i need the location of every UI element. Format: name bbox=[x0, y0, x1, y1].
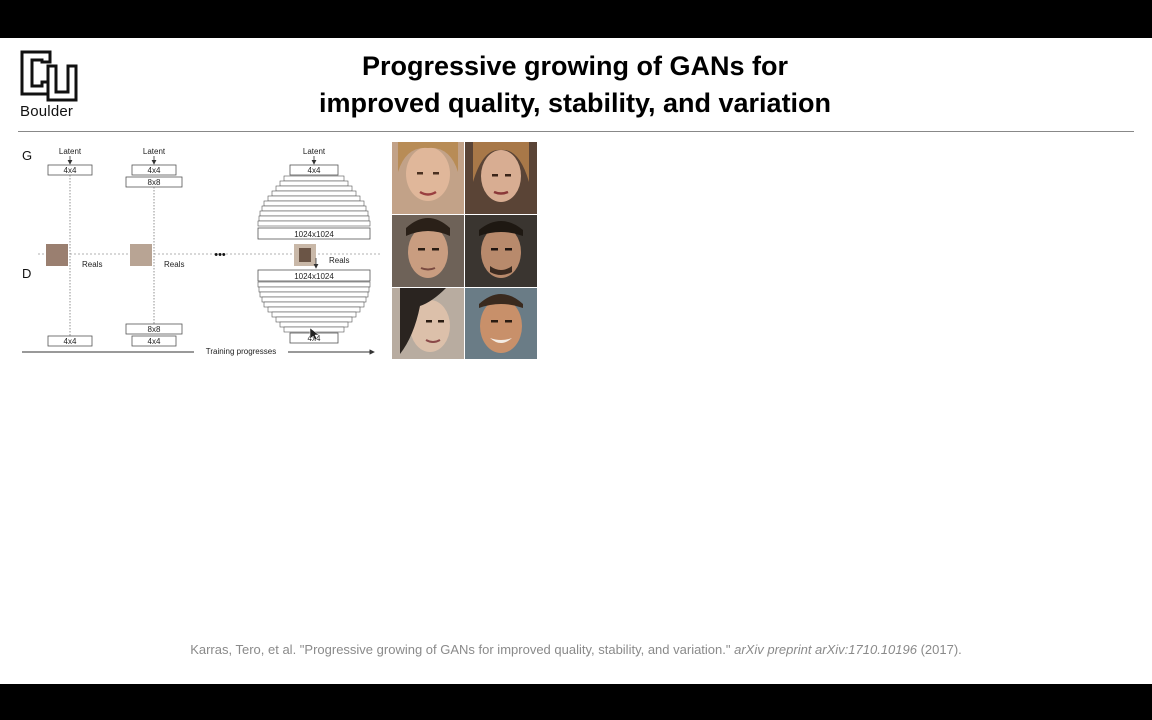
d-block-8x8-col2 bbox=[125, 323, 183, 335]
g-block-1024-col3-label: 1024x1024 bbox=[294, 230, 334, 239]
title-line-1: Progressive growing of GANs for bbox=[361, 51, 789, 81]
g-block-4x4-col3-label: 4x4 bbox=[308, 166, 321, 175]
d-shrinking-layers bbox=[257, 281, 371, 333]
g-block-4x4-col1-label: 4x4 bbox=[64, 166, 77, 175]
d-block-8x8-col2-label: 8x8 bbox=[148, 325, 161, 334]
label-d: D bbox=[22, 266, 31, 281]
d-block-4x4-col2 bbox=[131, 335, 177, 347]
mouse-cursor-icon bbox=[309, 327, 320, 341]
citation: Karras, Tero, et al. "Progressive growin… bbox=[0, 642, 1152, 657]
d-block-4x4-col1 bbox=[47, 335, 93, 347]
d-block-4x4-col2-label: 4x4 bbox=[148, 337, 161, 346]
face-6 bbox=[465, 288, 537, 359]
letterbox-bottom bbox=[0, 684, 1152, 720]
title-divider bbox=[18, 131, 1134, 132]
reals-label-col3: Reals bbox=[329, 256, 349, 265]
g-block-8x8-col2-label: 8x8 bbox=[148, 178, 161, 187]
generated-faces-grid bbox=[392, 142, 537, 359]
d-block-4x4-col1-label: 4x4 bbox=[64, 337, 77, 346]
g-block-4x4-col3 bbox=[289, 164, 339, 176]
training-label-bg bbox=[194, 346, 288, 357]
letterbox-top bbox=[0, 0, 1152, 38]
citation-authors: Karras, Tero, et al. "Progressive growin… bbox=[190, 642, 731, 657]
latent-label-2: Latent bbox=[143, 147, 166, 156]
title-line-2: improved quality, stability, and variati… bbox=[318, 88, 832, 118]
g-block-1024-col3 bbox=[257, 227, 371, 240]
citation-venue: arXiv preprint arXiv:1710.10196 bbox=[734, 642, 917, 657]
d-block-1024-col3-label: 1024x1024 bbox=[294, 272, 334, 281]
ellipsis: ••• bbox=[214, 249, 226, 261]
generated-thumb-col1 bbox=[46, 244, 68, 266]
slide: Boulder Progressive growing of GANs for … bbox=[0, 38, 1152, 684]
citation-year: (2017). bbox=[920, 642, 962, 657]
face-1 bbox=[392, 142, 464, 214]
reals-label-col2: Reals bbox=[164, 260, 184, 269]
reals-label-col1: Reals bbox=[82, 260, 102, 269]
latent-label-1: Latent bbox=[59, 147, 82, 156]
face-5 bbox=[392, 288, 464, 359]
face-2 bbox=[465, 142, 537, 214]
slide-title: Progressive growing of GANs for improved… bbox=[160, 48, 990, 122]
g-block-4x4-col2-label: 4x4 bbox=[148, 166, 161, 175]
generated-thumb-col2 bbox=[130, 244, 152, 266]
logo-label: Boulder bbox=[20, 103, 74, 120]
cu-logo-icon bbox=[20, 50, 78, 102]
d-block-1024-col3 bbox=[257, 269, 371, 282]
latent-label-3: Latent bbox=[303, 147, 326, 156]
progressive-gan-diagram: G D Latent 4x4 Reals 4x4 Latent 4x4 8x8 … bbox=[22, 147, 380, 357]
face-3 bbox=[392, 215, 464, 287]
generated-thumb-col3-face bbox=[299, 248, 311, 262]
g-growing-layers bbox=[257, 175, 371, 227]
training-progresses-label: Training progresses bbox=[206, 347, 276, 356]
g-block-4x4-col2 bbox=[131, 164, 177, 176]
label-g: G bbox=[22, 148, 32, 163]
face-4 bbox=[465, 215, 537, 287]
